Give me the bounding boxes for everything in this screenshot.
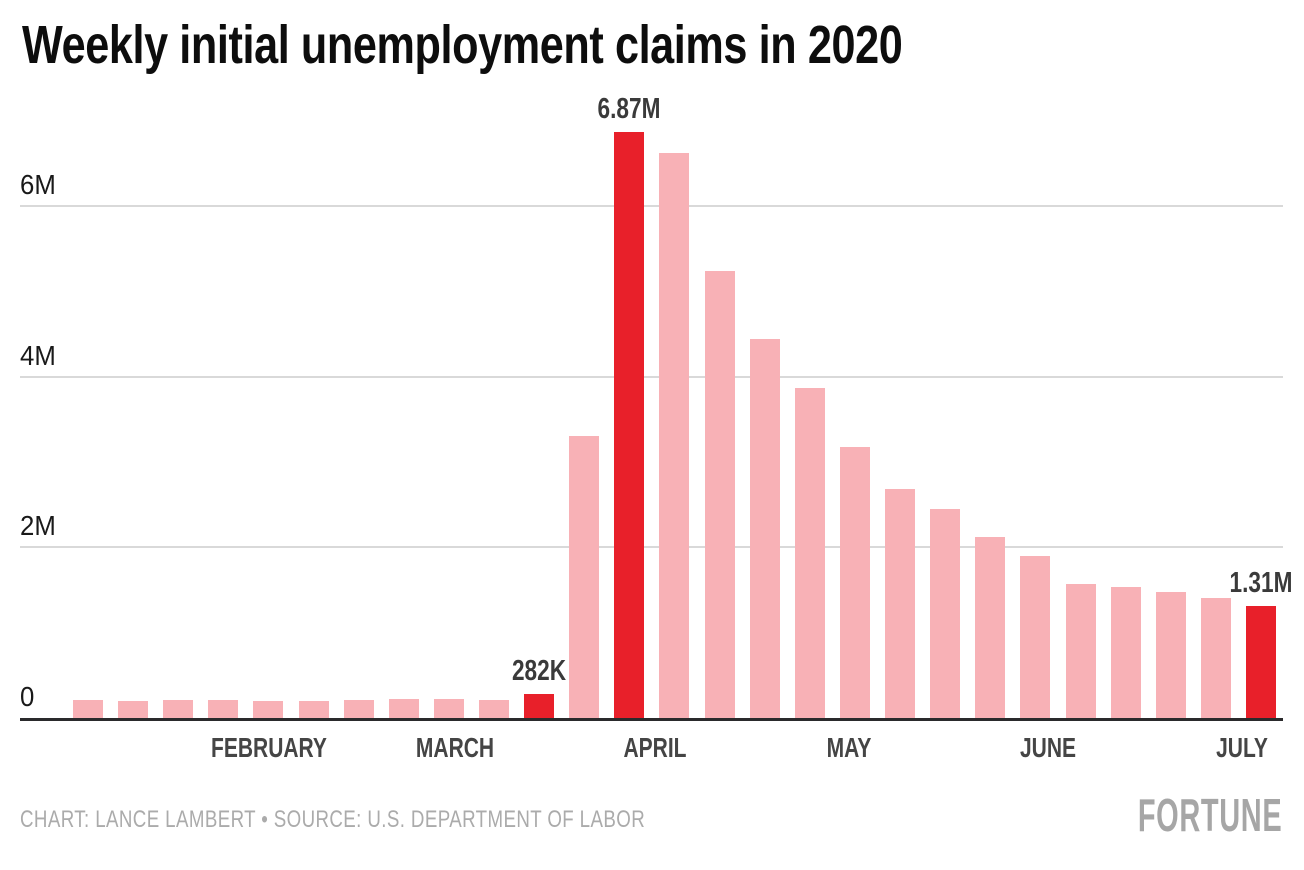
- bar-week-may-2: [839, 447, 870, 718]
- bar-week-mar-14: [524, 694, 555, 718]
- bar-week-jan-4: [73, 700, 103, 718]
- gridline-2M: [20, 546, 1283, 549]
- fortune-logo: FORTUNE: [1137, 789, 1282, 841]
- bar-annotation-6.87M: 6.87M: [597, 92, 661, 125]
- bar-week-may-16: [930, 509, 961, 718]
- bar-week-jun-6: [1065, 584, 1096, 718]
- bar-week-feb-29: [433, 699, 464, 718]
- bar-annotation-282K: 282K: [512, 654, 567, 687]
- bar-week-feb-8: [298, 701, 329, 718]
- bar-week-jun-13: [1110, 587, 1141, 718]
- gridline-6M: [20, 205, 1283, 208]
- month-label-june: JUNE: [1020, 732, 1077, 763]
- chart-title: Weekly initial unemployment claims in 20…: [22, 15, 903, 75]
- bar-week-may-23: [975, 537, 1006, 718]
- bar-week-jul-4: [1245, 606, 1276, 718]
- y-tick-label-2M: 2M: [20, 510, 56, 542]
- bar-week-mar-7: [479, 700, 510, 718]
- month-label-may: MAY: [826, 732, 871, 763]
- credit-text: CHART: LANCE LAMBERT • SOURCE: U.S. DEPA…: [20, 806, 646, 833]
- bar-week-mar-21: [569, 436, 600, 718]
- bar-week-jun-20: [1155, 592, 1186, 718]
- month-label-july: JULY: [1215, 732, 1268, 763]
- bar-week-apr-18: [749, 339, 780, 718]
- x-axis-line: [20, 718, 1283, 721]
- bar-week-mar-28: [614, 132, 645, 718]
- bar-week-apr-25: [794, 388, 825, 718]
- bar-week-jan-25: [208, 700, 239, 718]
- y-tick-label-0: 0: [20, 681, 35, 712]
- bar-week-apr-11: [704, 271, 735, 718]
- y-tick-label-4M: 4M: [20, 339, 56, 371]
- month-label-april: APRIL: [623, 732, 687, 763]
- bar-week-feb-15: [343, 700, 374, 718]
- y-tick-label-6M: 6M: [20, 169, 56, 201]
- bar-week-feb-22: [388, 699, 419, 718]
- month-label-march: MARCH: [416, 732, 495, 763]
- bar-week-may-9: [885, 489, 916, 718]
- bar-week-jan-11: [118, 701, 149, 718]
- bar-week-feb-1: [253, 701, 284, 718]
- bar-week-jun-27: [1200, 598, 1231, 718]
- bar-week-apr-4: [659, 153, 690, 718]
- bar-annotation-1.31M: 1.31M: [1229, 566, 1293, 599]
- bar-week-jan-18: [163, 700, 194, 718]
- bar-week-may-30: [1020, 556, 1051, 718]
- month-label-february: FEBRUARY: [210, 732, 327, 763]
- gridline-4M: [20, 375, 1283, 378]
